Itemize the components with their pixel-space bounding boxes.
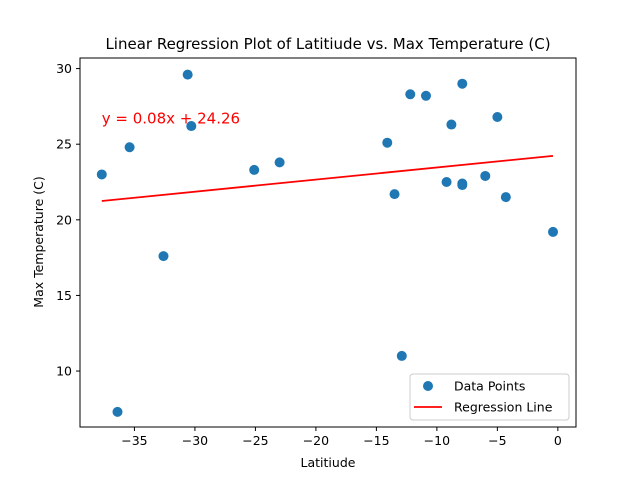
data-point <box>158 251 169 262</box>
x-tick-label: −20 <box>303 433 329 448</box>
y-tick-label: 15 <box>56 288 72 303</box>
x-tick-label: −35 <box>121 433 147 448</box>
data-point <box>441 177 452 188</box>
data-point <box>186 121 197 132</box>
data-point <box>548 226 559 237</box>
regression-equation: y = 0.08x + 24.26 <box>102 109 240 127</box>
data-point <box>124 142 135 153</box>
data-point <box>396 350 407 361</box>
y-tick-label: 25 <box>56 137 72 152</box>
data-point <box>420 90 431 101</box>
legend-box <box>409 373 570 421</box>
data-point <box>457 180 468 191</box>
data-point <box>182 69 193 80</box>
data-point <box>249 164 260 175</box>
data-point <box>492 111 503 122</box>
x-tick-label: 0 <box>554 433 562 448</box>
x-axis: −35 −30 −25 −20 −15 −10 −5 0 <box>121 427 562 448</box>
data-point <box>389 189 400 200</box>
y-axis: 10 15 20 25 30 <box>56 61 80 379</box>
legend-marker-data-points <box>423 381 433 391</box>
data-point <box>480 170 491 181</box>
plot-frame <box>79 57 577 428</box>
legend: Data Points Regression Line <box>409 373 570 421</box>
x-tick-label: −15 <box>363 433 389 448</box>
plot-area <box>79 57 577 428</box>
y-tick-label: 20 <box>56 212 72 227</box>
chart-title: Linear Regression Plot of Latitiude vs. … <box>105 35 550 53</box>
x-tick-label: −25 <box>242 433 268 448</box>
data-point <box>405 89 416 100</box>
data-point <box>446 119 457 130</box>
y-tick-label: 10 <box>56 364 72 379</box>
data-point <box>274 157 285 168</box>
data-point <box>96 169 107 180</box>
annotation-layer: y = 0.08x + 24.26 <box>102 109 240 127</box>
x-axis-label: Latitiude <box>301 455 356 470</box>
data-point <box>112 406 123 417</box>
legend-label-data-points: Data Points <box>454 379 525 394</box>
data-point <box>500 192 511 203</box>
series-layer <box>96 69 559 417</box>
regression-line <box>101 154 554 202</box>
x-tick-label: −5 <box>488 433 506 448</box>
y-tick-label: 30 <box>56 61 72 76</box>
legend-label-regression-line: Regression Line <box>454 400 553 415</box>
data-point <box>457 78 468 89</box>
x-tick-label: −10 <box>424 433 450 448</box>
x-tick-label: −30 <box>182 433 208 448</box>
y-axis-label: Max Temperature (C) <box>31 176 46 307</box>
data-point <box>382 137 393 148</box>
